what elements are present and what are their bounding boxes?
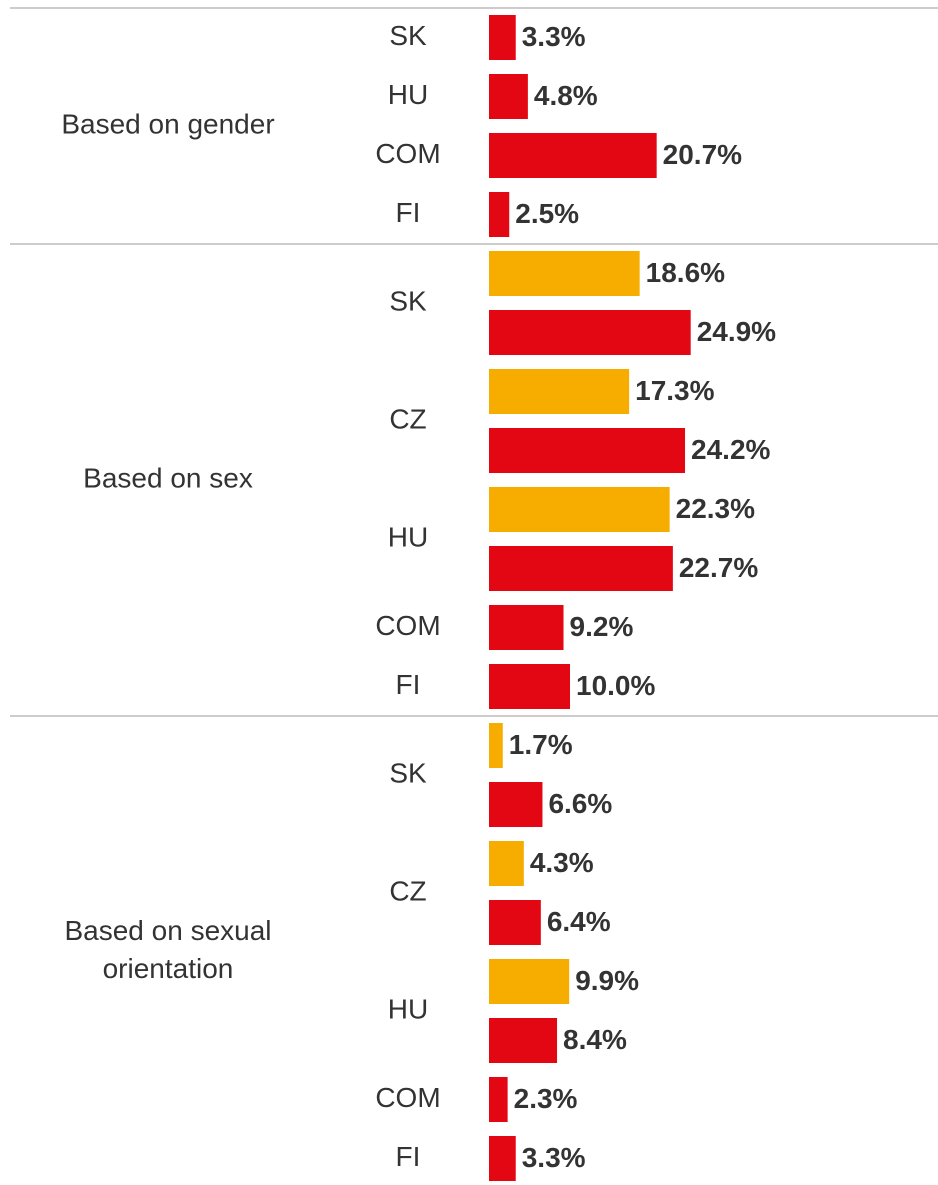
group-label: Based on sex bbox=[83, 462, 253, 493]
bar bbox=[489, 1077, 508, 1122]
value-label: 18.6% bbox=[646, 257, 725, 288]
value-label: 9.2% bbox=[570, 611, 634, 642]
value-label: 10.0% bbox=[576, 670, 655, 701]
bar bbox=[489, 1136, 516, 1181]
bar bbox=[489, 1018, 558, 1063]
bar bbox=[489, 251, 640, 296]
value-label: 2.3% bbox=[514, 1083, 578, 1114]
category-label: COM bbox=[375, 1082, 440, 1113]
value-label: 3.3% bbox=[522, 21, 586, 52]
value-label: 20.7% bbox=[663, 139, 742, 170]
bar bbox=[489, 310, 691, 355]
category-label: COM bbox=[375, 610, 440, 641]
value-label: 9.9% bbox=[575, 965, 639, 996]
value-label: 2.5% bbox=[515, 198, 579, 229]
category-label: FI bbox=[396, 669, 421, 700]
value-label: 22.3% bbox=[676, 493, 755, 524]
bar bbox=[489, 369, 630, 414]
category-label: COM bbox=[375, 138, 440, 169]
bar bbox=[489, 664, 570, 709]
category-label: SK bbox=[389, 20, 427, 51]
value-label: 3.3% bbox=[522, 1142, 586, 1173]
bar bbox=[489, 841, 524, 886]
group-label: Based on gender bbox=[61, 108, 274, 139]
category-label: FI bbox=[396, 197, 421, 228]
bar bbox=[489, 192, 510, 237]
category-label: SK bbox=[389, 757, 427, 788]
bar bbox=[489, 782, 543, 827]
category-label: FI bbox=[396, 1141, 421, 1172]
value-label: 24.9% bbox=[697, 316, 776, 347]
value-label: 8.4% bbox=[563, 1024, 627, 1055]
bar bbox=[489, 959, 570, 1004]
value-label: 6.6% bbox=[548, 788, 612, 819]
value-label: 1.7% bbox=[509, 729, 573, 760]
category-label: CZ bbox=[389, 875, 426, 906]
category-label: CZ bbox=[389, 403, 426, 434]
bar bbox=[489, 15, 516, 60]
bar bbox=[489, 487, 670, 532]
value-label: 22.7% bbox=[679, 552, 758, 583]
group-label: Based on sexual orientation bbox=[64, 915, 271, 984]
bar bbox=[489, 605, 564, 650]
category-label: HU bbox=[388, 993, 428, 1024]
value-label: 17.3% bbox=[635, 375, 714, 406]
value-label: 6.4% bbox=[547, 906, 611, 937]
bar bbox=[489, 74, 528, 119]
value-label: 4.8% bbox=[534, 80, 598, 111]
bar bbox=[489, 723, 503, 768]
category-label: SK bbox=[389, 285, 427, 316]
value-label: 24.2% bbox=[691, 434, 770, 465]
bar bbox=[489, 428, 686, 473]
bar bbox=[489, 133, 657, 178]
value-label: 4.3% bbox=[530, 847, 594, 878]
bar bbox=[489, 546, 673, 591]
bar bbox=[489, 900, 541, 945]
category-label: HU bbox=[388, 79, 428, 110]
category-label: HU bbox=[388, 521, 428, 552]
